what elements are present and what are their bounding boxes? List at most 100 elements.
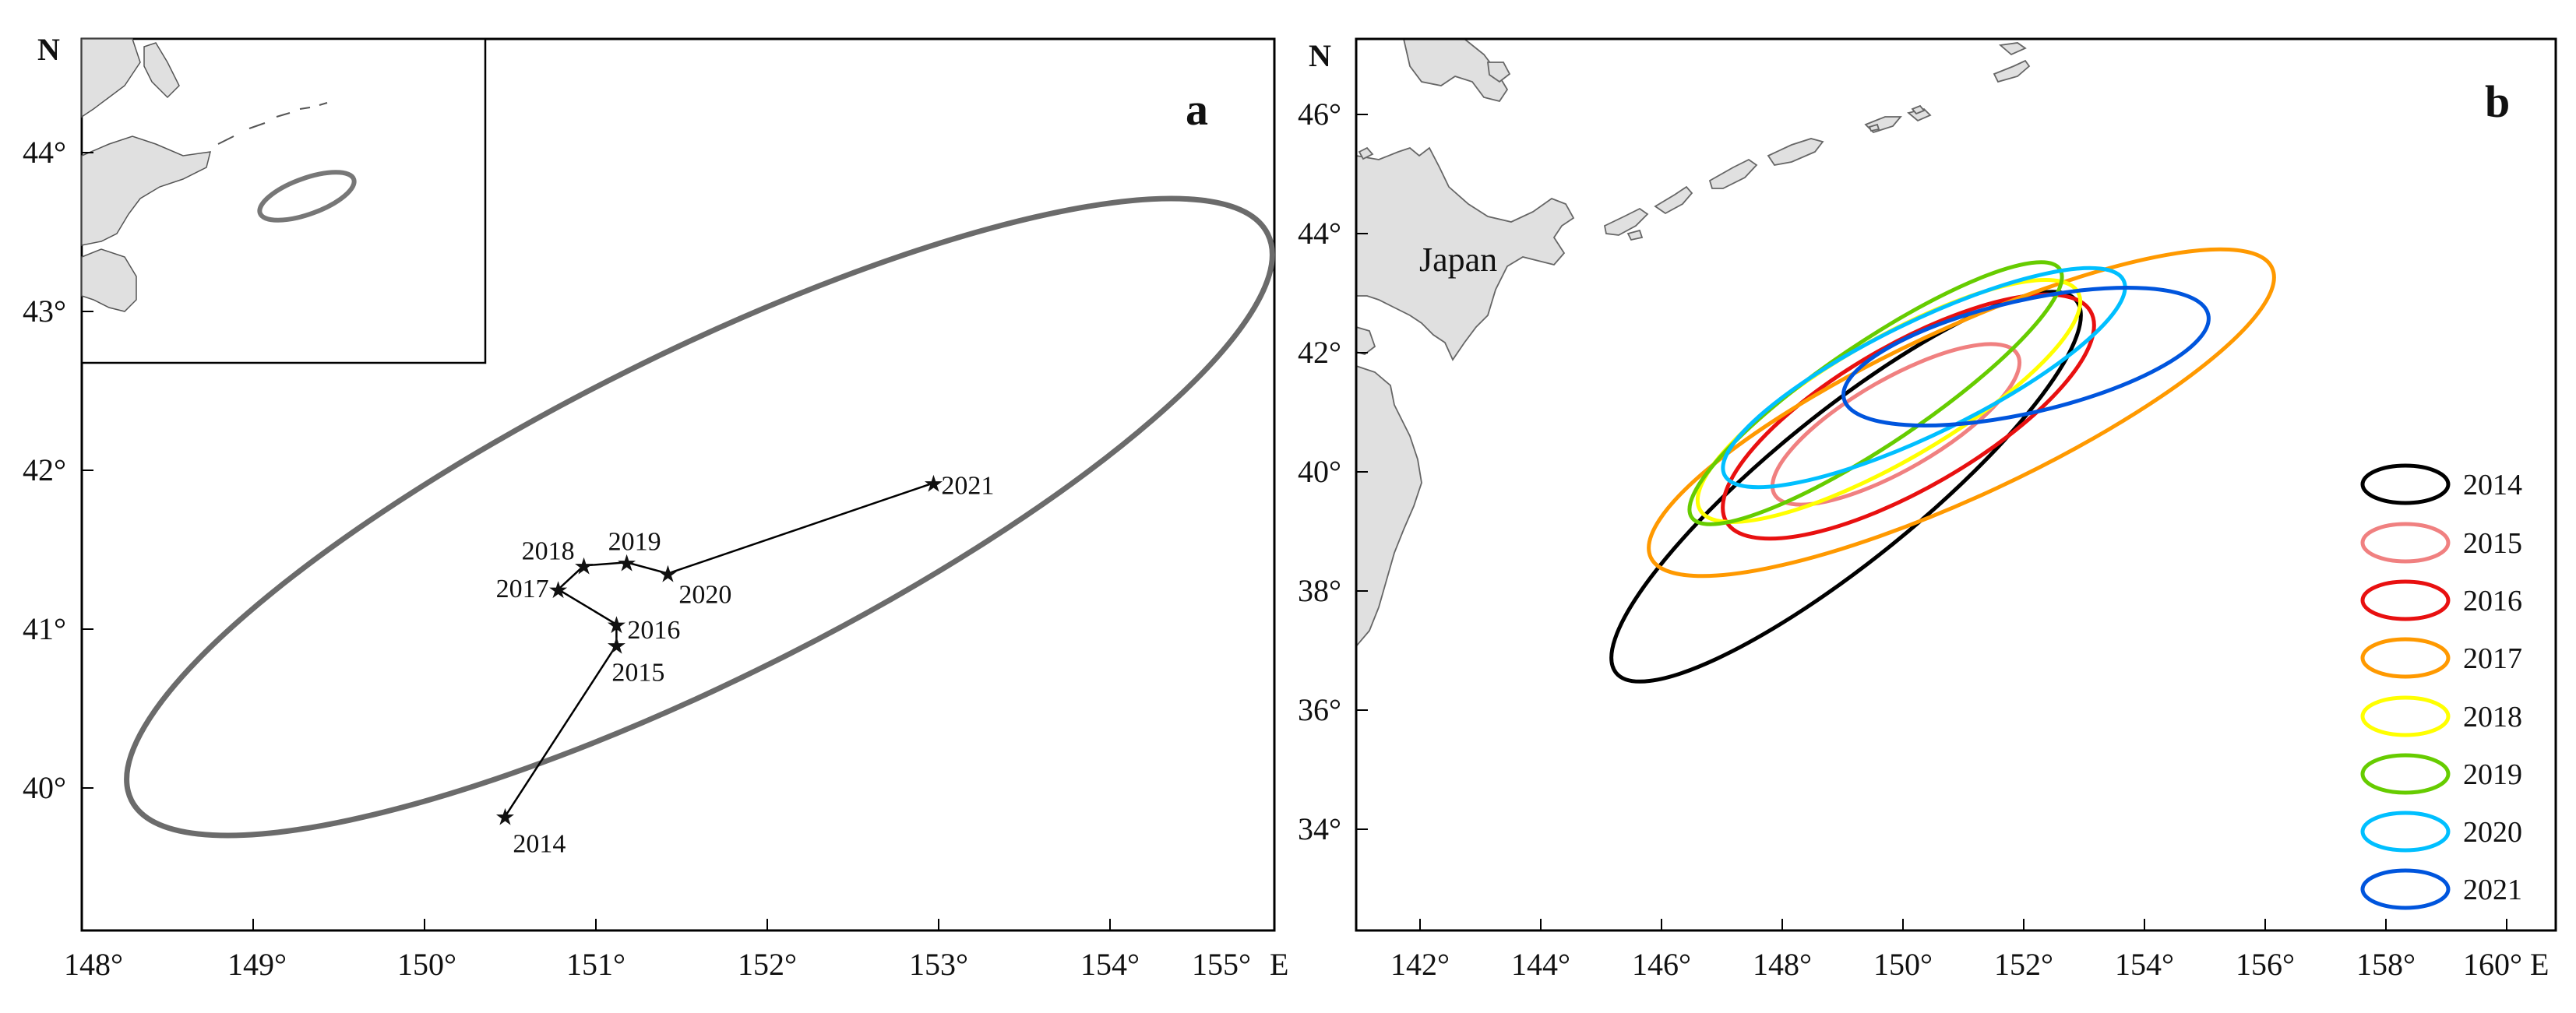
land-sakhalin [1403, 39, 1509, 103]
inset-land-hokkaido-main [81, 135, 211, 246]
land-kuril-1 [1603, 207, 1649, 236]
legend-swatch-2015 [2360, 522, 2451, 564]
y-tick-label: 40° [23, 770, 66, 805]
panel-a-frame [80, 37, 1276, 932]
legend-swatch-2016 [2360, 579, 2451, 621]
track-line [504, 482, 934, 818]
year-center-label: 2021 [941, 471, 994, 500]
x-tick-label: 150° [1873, 947, 1933, 982]
annual-fishing-ellipses [1609, 247, 2276, 684]
panel-a-y-axis: 40° 41° 42° 43° 44° N [23, 32, 93, 805]
year-center-label: 2018 [522, 536, 575, 565]
legend-label-2021: 2021 [2463, 874, 2522, 906]
land-kuril-3 [1708, 158, 1758, 189]
overall-fishing-ellipse [124, 195, 1275, 839]
x-tick-label: 160° [2463, 947, 2522, 982]
land-shikotan [1626, 229, 1644, 241]
x-tick-label: 158° [2356, 947, 2416, 982]
land-north-coast [1998, 42, 2027, 56]
inset-fishing-ellipse [257, 170, 357, 223]
legend-swatch-2019 [2360, 753, 2451, 795]
inset-frame [80, 37, 487, 364]
east-label: E [2530, 947, 2549, 982]
year-center-star: ★ [573, 554, 594, 579]
year-center-star: ★ [606, 633, 627, 659]
x-tick-label: 155° [1192, 947, 1251, 982]
x-tick-label: 144° [1511, 947, 1570, 982]
year-center-label: 2016 [627, 616, 680, 645]
x-tick-label: 146° [1632, 947, 1691, 982]
panel-b: Japan 142° 144° 146° 14 [1298, 37, 2557, 982]
x-tick-label: 150° [397, 947, 456, 982]
panel-b-land [1356, 39, 2031, 648]
x-tick-label: 153° [909, 947, 968, 982]
year-center-star: ★ [923, 471, 944, 497]
year-center-label: 2019 [608, 527, 661, 556]
legend-label-2016: 2016 [2463, 585, 2522, 617]
land-small-west [1358, 146, 1374, 160]
land-hokkaido [1356, 146, 1575, 361]
panel-a-label: a [1186, 84, 1208, 135]
ellipse-2015 [1770, 342, 2022, 507]
legend-label-2014: 2014 [2463, 469, 2522, 501]
year-center-star: ★ [616, 550, 637, 576]
year-center-label: 2020 [678, 581, 731, 610]
inset-land-north [143, 42, 180, 99]
legend-swatch-2018 [2360, 695, 2451, 737]
ellipse-2021 [1841, 285, 2211, 428]
land-kuril-9 [1868, 123, 1880, 132]
panel-b-y-axis: 34° 36° 38° 40° 42° 44° 46° N [1298, 38, 1368, 846]
land-kuril-2 [1654, 185, 1693, 215]
east-label: E [1270, 947, 1288, 982]
panel-a: 148° 149° 150° 151° 152° 153° 154° 155° … [23, 32, 1288, 982]
x-tick-label: 154° [2115, 947, 2174, 982]
legend-label-2019: 2019 [2463, 758, 2522, 791]
year-center-star: ★ [548, 578, 569, 603]
panel-b-label: b [2485, 76, 2510, 127]
x-tick-label: 152° [1994, 947, 2053, 982]
panel-a-x-axis: 148° 149° 150° 151° 152° 153° 154° 155° … [64, 919, 1288, 982]
y-tick-label: 44° [1298, 216, 1341, 251]
japan-label: Japan [1419, 241, 1497, 279]
north-label: N [37, 32, 60, 67]
year-center-star: ★ [495, 805, 516, 831]
y-tick-label: 34° [1298, 811, 1341, 846]
land-honshu-tip [1356, 326, 1376, 355]
legend-swatch-2021 [2360, 868, 2451, 910]
y-tick-label: 42° [1298, 335, 1341, 370]
x-tick-label: 142° [1390, 947, 1450, 982]
y-tick-label: 43° [23, 294, 66, 329]
year-center-label: 2017 [496, 575, 549, 603]
legend-label-2020: 2020 [2463, 816, 2522, 849]
y-tick-label: 46° [1298, 97, 1341, 132]
legend: 2014 2015 2016 2017 2018 2019 2020 2021 [2360, 463, 2522, 910]
y-tick-label: 41° [23, 611, 66, 646]
x-tick-label: 152° [738, 947, 797, 982]
land-kuril-4 [1767, 138, 1824, 166]
y-tick-label: 38° [1298, 573, 1341, 608]
inset-land-honshu [81, 248, 137, 312]
panel-b-frame [1355, 37, 2557, 932]
x-tick-label: 148° [1753, 947, 1812, 982]
land-small-north [1486, 62, 1511, 83]
x-tick-label: 148° [64, 947, 123, 982]
legend-swatch-2017 [2360, 637, 2451, 679]
ellipse-2017 [1647, 247, 2276, 579]
x-tick-label: 149° [227, 947, 287, 982]
legend-label-2018: 2018 [2463, 701, 2522, 733]
x-tick-label: 156° [2236, 947, 2295, 982]
legend-label-2017: 2017 [2463, 642, 2522, 675]
year-center-label: 2015 [611, 658, 664, 687]
year-center-label: 2014 [513, 830, 566, 859]
legend-swatch-2020 [2360, 811, 2451, 853]
land-kuril-7 [1993, 59, 2031, 83]
inset-land-kurils [217, 102, 328, 145]
x-tick-label: 151° [566, 947, 625, 982]
land-honshu-north [1356, 365, 1422, 648]
y-tick-label: 40° [1298, 454, 1341, 489]
inset-land-hokkaido [81, 38, 141, 118]
center-of-gravity-track: ★2014★2015★ 2016★2017★2018 ★2019★2020★2021 [495, 471, 994, 858]
year-center-star: ★ [606, 613, 627, 638]
ellipse-2020 [1721, 266, 2127, 490]
